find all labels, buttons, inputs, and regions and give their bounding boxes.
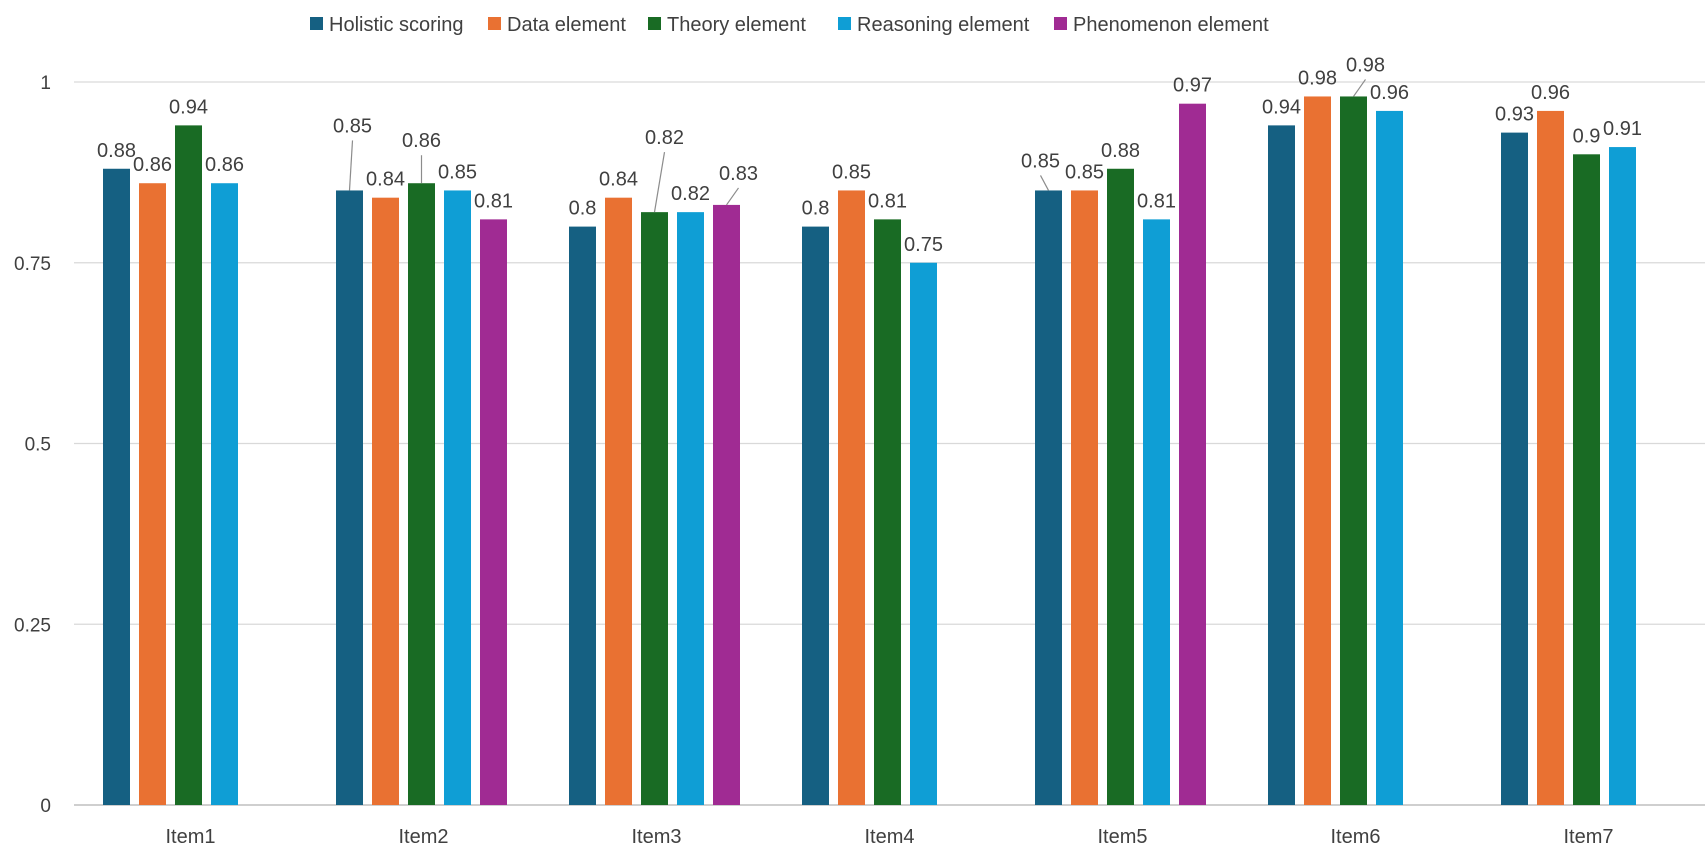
data-label: 0.98 — [1298, 67, 1337, 89]
x-category-label: Item3 — [631, 826, 681, 848]
y-tick-label: 0.25 — [14, 615, 51, 636]
bar — [408, 183, 435, 806]
bar — [569, 226, 596, 806]
bar — [103, 168, 130, 805]
label-leader-line — [1353, 79, 1366, 97]
bar — [1035, 190, 1062, 805]
data-label: 0.84 — [366, 169, 405, 191]
bar — [139, 183, 166, 806]
bar — [802, 226, 829, 806]
x-category-label: Item5 — [1097, 826, 1147, 848]
data-label: 0.82 — [671, 183, 710, 205]
legend-entry: Holistic scoring — [329, 14, 463, 36]
bar — [1179, 103, 1206, 805]
legend-swatch — [310, 17, 323, 30]
bar — [874, 219, 901, 805]
bar — [605, 197, 632, 805]
y-tick-label: 0.75 — [14, 254, 51, 275]
bar — [175, 125, 202, 805]
bar — [910, 262, 937, 805]
data-label: 0.96 — [1531, 82, 1570, 104]
data-label: 0.8 — [569, 198, 597, 220]
bar — [1107, 168, 1134, 805]
x-category-label: Item1 — [165, 826, 215, 848]
legend-entry: Theory element — [667, 14, 806, 36]
data-label: 0.94 — [169, 96, 208, 118]
data-label: 0.85 — [438, 161, 477, 183]
x-axis-categories: Item1 Item2 Item3 Item4 Item5 Item6 Item7 — [165, 826, 1613, 848]
data-label: 0.86 — [205, 154, 244, 176]
data-label: 0.81 — [474, 190, 513, 212]
data-label: 0.93 — [1495, 104, 1534, 126]
data-label: 0.85 — [333, 115, 372, 137]
data-label: 0.86 — [402, 130, 441, 152]
data-label: 0.88 — [97, 140, 136, 162]
data-label: 0.97 — [1173, 75, 1212, 97]
data-label: 0.91 — [1603, 118, 1642, 140]
x-category-label: Item2 — [398, 826, 448, 848]
y-axis-ticks: 0 0.25 0.5 0.75 1 — [14, 73, 51, 817]
bar — [1071, 190, 1098, 805]
bar — [1340, 96, 1367, 805]
data-label: 0.85 — [1021, 150, 1060, 172]
y-tick-label: 0.5 — [25, 435, 51, 456]
bar — [1501, 132, 1528, 806]
data-label: 0.75 — [904, 234, 943, 256]
legend-swatch — [648, 17, 661, 30]
data-label: 0.86 — [133, 154, 172, 176]
data-label: 0.8 — [802, 198, 830, 220]
data-label: 0.96 — [1370, 82, 1409, 104]
data-label: 0.9 — [1573, 125, 1601, 147]
label-leader-line — [1039, 175, 1050, 191]
data-label: 0.83 — [719, 163, 758, 185]
bar — [211, 183, 238, 806]
label-leader-line — [348, 140, 354, 191]
legend: Holistic scoring Data element Theory eleme… — [310, 14, 1269, 36]
bar — [1573, 154, 1600, 806]
data-label: 0.85 — [1065, 161, 1104, 183]
bar — [372, 197, 399, 805]
label-leader-line — [726, 187, 739, 206]
x-category-label: Item4 — [864, 826, 914, 848]
bar — [838, 190, 865, 805]
legend-entry: Reasoning element — [857, 14, 1030, 36]
data-label: 0.98 — [1346, 54, 1385, 76]
x-category-label: Item6 — [1330, 826, 1380, 848]
bar — [641, 212, 668, 805]
bar — [713, 204, 740, 805]
legend-swatch — [1054, 17, 1067, 30]
data-label: 0.81 — [868, 190, 907, 212]
data-label: 0.94 — [1262, 96, 1301, 118]
data-label: 0.84 — [599, 169, 638, 191]
legend-entry: Phenomenon element — [1073, 14, 1269, 36]
data-label: 0.81 — [1137, 190, 1176, 212]
data-label: 0.85 — [832, 161, 871, 183]
legend-swatch — [838, 17, 851, 30]
bar — [1268, 125, 1295, 805]
data-label: 0.82 — [645, 127, 684, 149]
bar — [1537, 110, 1564, 806]
legend-swatch — [488, 17, 501, 30]
label-leader-line — [653, 152, 666, 213]
x-category-label: Item7 — [1563, 826, 1613, 848]
bar — [480, 219, 507, 805]
bar — [336, 190, 363, 805]
y-tick-label: 0 — [40, 796, 51, 817]
data-labels: 0.880.860.940.860.850.840.860.850.81 0.80… — [97, 54, 1642, 255]
bar — [677, 212, 704, 805]
legend-entry: Data element — [507, 14, 626, 36]
data-label: 0.88 — [1101, 140, 1140, 162]
bar — [1376, 110, 1403, 806]
bar — [1304, 96, 1331, 805]
y-tick-label: 1 — [40, 73, 51, 94]
label-leader-lines — [348, 79, 1366, 213]
bar — [1143, 219, 1170, 805]
bars — [103, 96, 1636, 806]
bar — [1609, 147, 1636, 805]
bar — [444, 190, 471, 805]
